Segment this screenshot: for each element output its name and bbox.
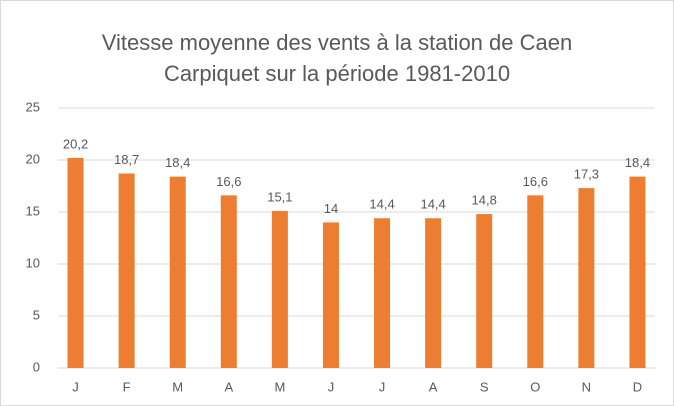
bar (271, 210, 288, 368)
y-tick-label: 20 (26, 151, 40, 166)
x-tick-label: F (123, 379, 131, 394)
x-tick-label: A (224, 379, 233, 394)
data-label: 18,4 (165, 155, 190, 170)
x-tick-label: J (379, 379, 386, 394)
bar (322, 222, 339, 368)
data-label: 14,8 (472, 193, 497, 208)
bar (578, 188, 595, 368)
bar (220, 195, 237, 368)
x-tick-label: M (172, 379, 183, 394)
data-label: 17,3 (574, 167, 599, 182)
y-tick-label: 25 (26, 99, 40, 114)
data-label: 16,6 (523, 174, 548, 189)
bar (425, 218, 442, 368)
chart-title: Vitesse moyenne des vents à la station d… (102, 30, 572, 55)
x-tick-label: A (429, 379, 438, 394)
x-tick-label: J (72, 379, 79, 394)
y-tick-label: 0 (33, 359, 40, 374)
x-tick-label: J (328, 379, 335, 394)
x-tick-label: O (530, 379, 540, 394)
bar (169, 176, 186, 368)
data-label: 15,1 (267, 189, 292, 204)
bar (118, 173, 135, 368)
bar (476, 214, 493, 368)
bar (67, 157, 84, 368)
data-label: 18,7 (114, 152, 139, 167)
bar (527, 195, 544, 368)
data-label: 16,6 (216, 174, 241, 189)
y-tick-label: 15 (26, 203, 40, 218)
data-label: 14 (324, 201, 338, 216)
bar (629, 176, 646, 368)
bar (374, 218, 391, 368)
data-label: 14,4 (420, 197, 445, 212)
x-tick-label: S (480, 379, 489, 394)
y-tick-label: 5 (33, 307, 40, 322)
data-label: 18,4 (625, 155, 650, 170)
data-label: 14,4 (369, 197, 394, 212)
data-label: 20,2 (63, 136, 88, 151)
x-tick-label: N (582, 379, 591, 394)
x-tick-label: M (274, 379, 285, 394)
y-tick-label: 10 (26, 255, 40, 270)
x-tick-label: D (633, 379, 642, 394)
chart-title: Carpiquet sur la période 1981-2010 (164, 61, 510, 86)
